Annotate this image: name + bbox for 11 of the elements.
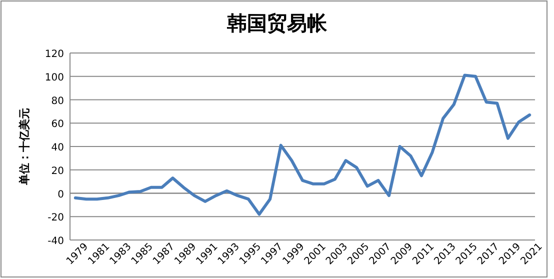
y-tick-label: 60 [51,119,64,130]
y-tick-label: -40 [48,236,64,247]
y-axis-title: 单位：十亿美元 [18,108,31,186]
y-tick-label: -20 [48,212,64,224]
y-tick-label: 20 [51,166,64,177]
y-tick-label: 40 [51,142,64,154]
y-tick-label: 0 [58,189,64,200]
y-tick-label: 120 [44,49,64,60]
chart-title: 韩国贸易帐 [226,11,328,35]
y-tick-label: 80 [51,96,64,107]
y-tick-label: 100 [44,72,64,84]
